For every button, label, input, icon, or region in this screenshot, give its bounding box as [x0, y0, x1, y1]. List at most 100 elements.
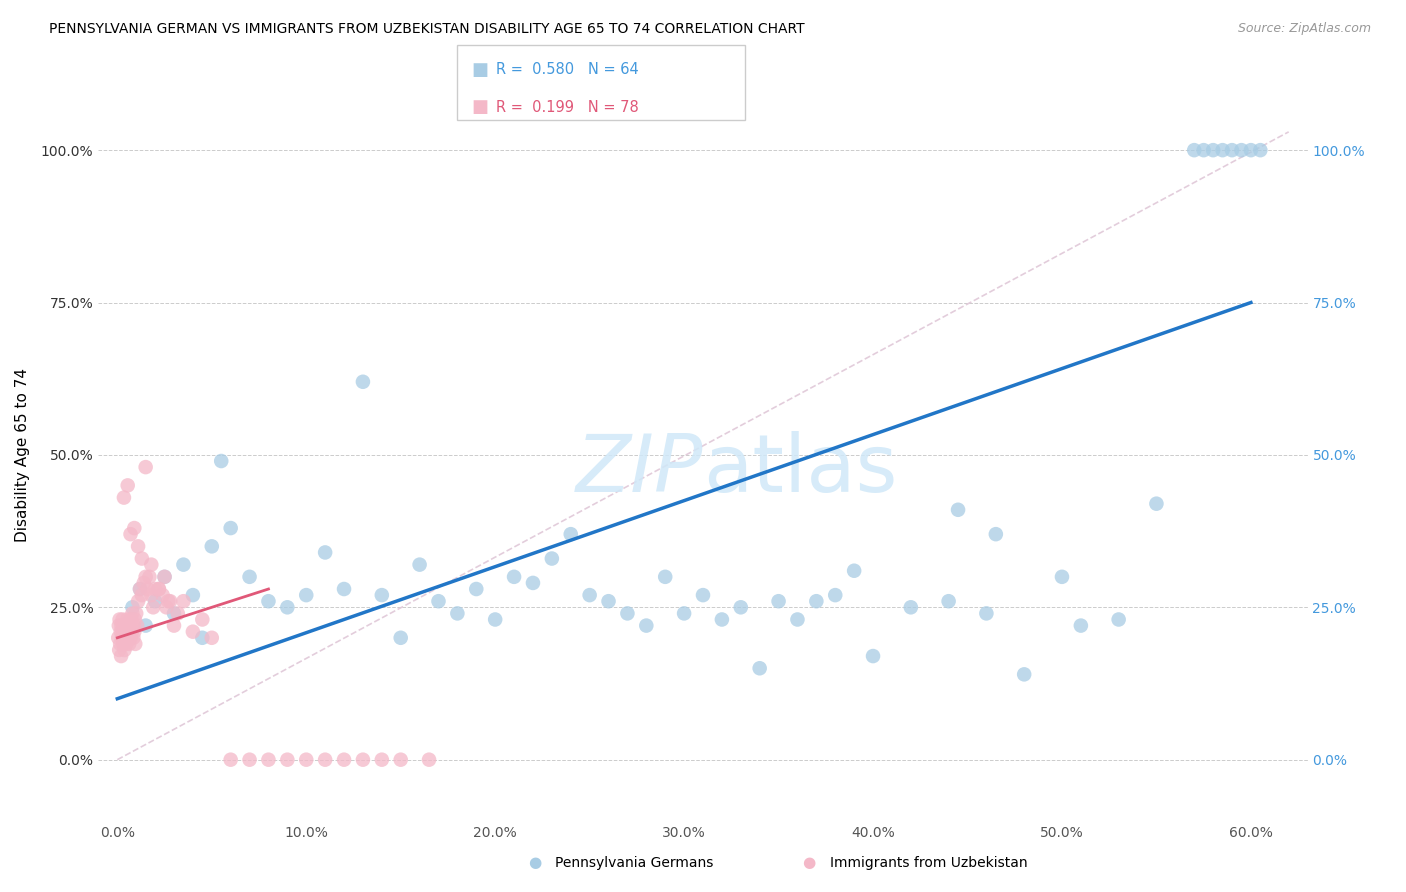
Point: [125, 607, 148, 621]
Point: [112, 491, 135, 505]
Point: [117, 618, 139, 632]
Point: [976, 607, 998, 621]
Point: [427, 594, 450, 608]
Point: [408, 558, 430, 572]
Point: [124, 637, 146, 651]
Point: [124, 521, 146, 535]
Point: [163, 618, 186, 632]
Point: [181, 624, 204, 639]
Point: [121, 607, 143, 621]
Point: [191, 631, 214, 645]
Point: [110, 649, 132, 664]
Point: [136, 582, 159, 596]
Point: [135, 618, 157, 632]
Point: [120, 613, 142, 627]
Point: [121, 624, 143, 639]
Text: R =  0.199   N = 78: R = 0.199 N = 78: [496, 100, 640, 114]
Point: [295, 753, 318, 767]
Point: [122, 631, 145, 645]
Point: [127, 618, 149, 632]
Text: ●: ●: [527, 855, 541, 870]
Point: [152, 588, 174, 602]
Point: [352, 375, 374, 389]
Point: [129, 582, 152, 596]
Point: [503, 570, 526, 584]
Point: [120, 631, 142, 645]
Point: [371, 588, 394, 602]
Point: [692, 588, 714, 602]
Point: [201, 539, 224, 553]
Point: [111, 624, 134, 639]
Point: [163, 607, 186, 621]
Point: [114, 643, 136, 657]
Point: [166, 607, 188, 621]
Point: [131, 551, 153, 566]
Point: [1070, 618, 1092, 632]
Point: [616, 607, 638, 621]
Point: [117, 613, 139, 627]
Point: [127, 539, 149, 553]
Point: [938, 594, 960, 608]
Point: [333, 753, 356, 767]
Point: [148, 582, 170, 596]
Text: Pennsylvania Germans: Pennsylvania Germans: [555, 855, 714, 870]
Point: [143, 582, 166, 596]
Point: [143, 594, 166, 608]
Point: [484, 613, 506, 627]
Point: [191, 613, 214, 627]
Point: [118, 637, 141, 651]
Point: [1050, 570, 1073, 584]
Point: [117, 478, 139, 492]
Point: [219, 753, 242, 767]
Text: ■: ■: [471, 61, 488, 78]
Point: [153, 570, 176, 584]
Point: [121, 600, 143, 615]
Point: [1249, 143, 1271, 157]
Point: [371, 753, 394, 767]
Point: [1182, 143, 1205, 157]
Point: [578, 588, 600, 602]
Text: atlas: atlas: [703, 431, 897, 508]
Point: [135, 460, 157, 475]
Point: [1202, 143, 1225, 157]
Point: [1240, 143, 1263, 157]
Text: R =  0.580   N = 64: R = 0.580 N = 64: [496, 62, 640, 77]
Point: [107, 631, 129, 645]
Point: [153, 570, 176, 584]
Point: [1144, 497, 1167, 511]
Point: [748, 661, 770, 675]
Point: [155, 600, 177, 615]
Point: [673, 607, 696, 621]
Point: [844, 564, 866, 578]
Point: [446, 607, 468, 621]
Point: [118, 624, 141, 639]
Point: [862, 649, 884, 664]
Point: [1192, 143, 1215, 157]
Point: [108, 618, 131, 632]
Point: [598, 594, 620, 608]
Point: [117, 631, 139, 645]
Point: [984, 527, 1007, 541]
Point: [560, 527, 582, 541]
Point: [138, 570, 160, 584]
Point: [157, 594, 180, 608]
Point: [124, 624, 146, 639]
Point: [110, 624, 132, 639]
Text: Source: ZipAtlas.com: Source: ZipAtlas.com: [1237, 22, 1371, 36]
Text: ZIP: ZIP: [575, 431, 703, 508]
Point: [122, 618, 145, 632]
Point: [172, 594, 194, 608]
Point: [786, 613, 808, 627]
Point: [141, 558, 163, 572]
Point: [257, 753, 280, 767]
Point: [710, 613, 733, 627]
Point: [257, 594, 280, 608]
Point: [201, 631, 224, 645]
Point: [946, 503, 969, 517]
Point: [333, 582, 356, 596]
Point: [389, 631, 412, 645]
Point: [276, 600, 298, 615]
Point: [209, 454, 232, 468]
Point: [124, 613, 146, 627]
Point: [112, 637, 135, 651]
